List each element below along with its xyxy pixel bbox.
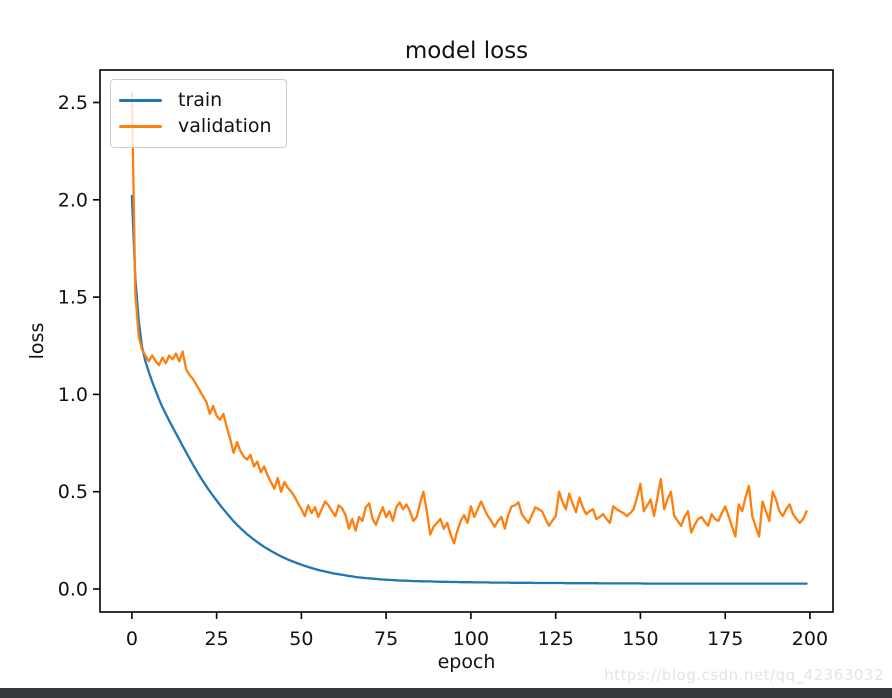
plot-frame [99, 69, 834, 613]
y-tick-label: 2.5 [58, 92, 88, 114]
validation-line-swatch [119, 125, 162, 128]
y-tick-label: 0.0 [58, 579, 88, 601]
x-tick-label: 200 [792, 628, 828, 650]
train-series-line [130, 194, 808, 585]
y-tick-label: 1.5 [58, 287, 88, 309]
x-tick-label: 100 [453, 628, 489, 650]
legend: train validation [110, 79, 287, 148]
x-tick-label: 50 [289, 628, 313, 650]
legend-entry-train: train [119, 91, 286, 110]
legend-label-train: train [178, 89, 223, 111]
x-tick-label: 175 [707, 628, 743, 650]
bottom-bar [0, 688, 892, 698]
y-axis-label: loss [26, 322, 48, 360]
x-tick-label: 0 [126, 628, 138, 650]
x-tick-label: 25 [205, 628, 229, 650]
x-tick-label: 125 [538, 628, 574, 650]
legend-label-validation: validation [178, 115, 272, 137]
x-tick-label: 150 [622, 628, 658, 650]
y-tick-label: 1.0 [58, 384, 88, 406]
watermark-text: https://blog.csdn.net/qq_42363032 [604, 666, 884, 684]
x-axis-label: epoch [437, 651, 496, 673]
train-line-swatch [119, 99, 162, 102]
chart-title: model loss [404, 38, 529, 64]
validation-series-line [130, 91, 808, 545]
y-tick-label: 0.5 [58, 481, 88, 503]
legend-entry-validation: validation [119, 117, 286, 136]
y-tick-label: 2.0 [58, 189, 88, 211]
x-tick-label: 75 [374, 628, 398, 650]
